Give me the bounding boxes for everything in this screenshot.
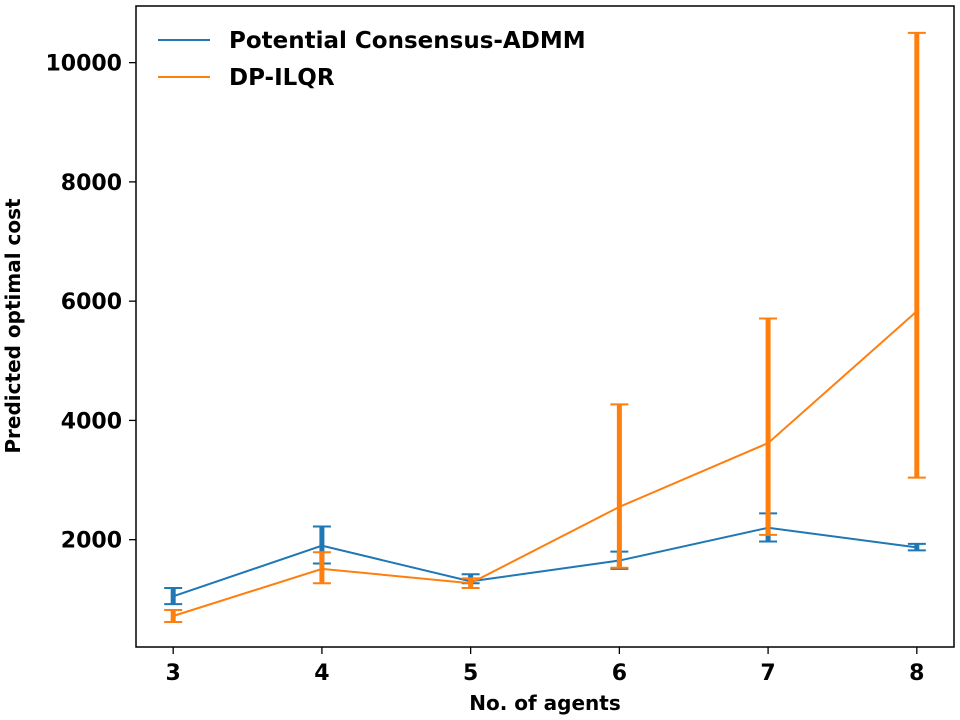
x-tick-label: 6 (612, 661, 627, 686)
y-tick-label: 8000 (61, 171, 122, 196)
x-tick-label: 7 (760, 661, 775, 686)
x-axis: 3 4 5 6 7 8 (166, 647, 924, 686)
x-axis-title: No. of agents (469, 691, 621, 715)
series-layer (164, 31, 926, 623)
y-axis: 2000 4000 6000 8000 10000 (45, 52, 136, 554)
y-axis-title: Predicted optimal cost (1, 198, 25, 454)
series-line (172, 526, 917, 598)
y-tick-label: 2000 (61, 529, 122, 554)
legend: Potential Consensus-ADMM DP-ILQR (158, 28, 586, 91)
x-tick-label: 5 (463, 661, 478, 686)
y-tick-label: 6000 (61, 290, 122, 315)
y-tick-label: 10000 (45, 52, 122, 77)
y-tick-label: 4000 (61, 409, 122, 434)
x-tick-label: 4 (314, 661, 329, 686)
legend-label: Potential Consensus-ADMM (229, 28, 586, 54)
x-tick-label: 8 (909, 661, 924, 686)
x-tick-label: 3 (166, 661, 181, 686)
plot-area (135, 5, 955, 648)
series-line (172, 310, 918, 617)
series-2 (164, 31, 926, 623)
legend-label: DP-ILQR (229, 65, 335, 91)
